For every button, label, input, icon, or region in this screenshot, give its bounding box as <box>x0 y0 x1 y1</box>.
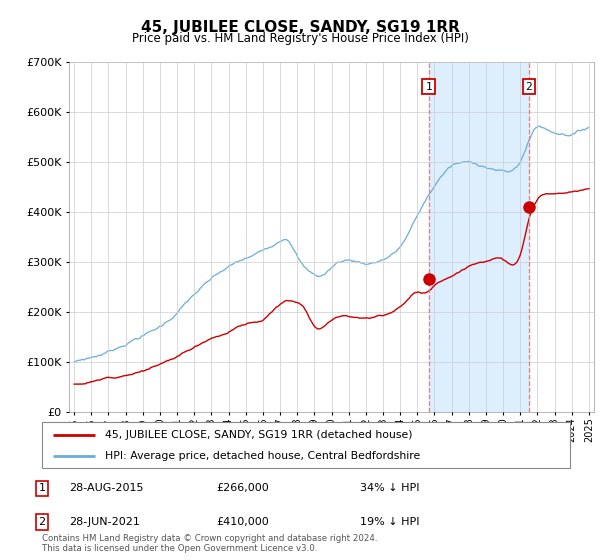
Text: Price paid vs. HM Land Registry's House Price Index (HPI): Price paid vs. HM Land Registry's House … <box>131 32 469 45</box>
Text: £266,000: £266,000 <box>216 483 269 493</box>
Text: £410,000: £410,000 <box>216 517 269 527</box>
Text: HPI: Average price, detached house, Central Bedfordshire: HPI: Average price, detached house, Cent… <box>106 451 421 461</box>
Text: 2: 2 <box>526 82 532 92</box>
Text: 2: 2 <box>38 517 46 527</box>
Text: 45, JUBILEE CLOSE, SANDY, SG19 1RR (detached house): 45, JUBILEE CLOSE, SANDY, SG19 1RR (deta… <box>106 430 413 440</box>
Bar <box>428 62 529 412</box>
Text: 1: 1 <box>38 483 46 493</box>
Text: 28-AUG-2015: 28-AUG-2015 <box>69 483 143 493</box>
Text: 34% ↓ HPI: 34% ↓ HPI <box>360 483 419 493</box>
Text: 28-JUN-2021: 28-JUN-2021 <box>69 517 140 527</box>
Text: Contains HM Land Registry data © Crown copyright and database right 2024.
This d: Contains HM Land Registry data © Crown c… <box>42 534 377 553</box>
Text: 19% ↓ HPI: 19% ↓ HPI <box>360 517 419 527</box>
Text: 45, JUBILEE CLOSE, SANDY, SG19 1RR: 45, JUBILEE CLOSE, SANDY, SG19 1RR <box>140 20 460 35</box>
Text: 1: 1 <box>425 82 432 92</box>
